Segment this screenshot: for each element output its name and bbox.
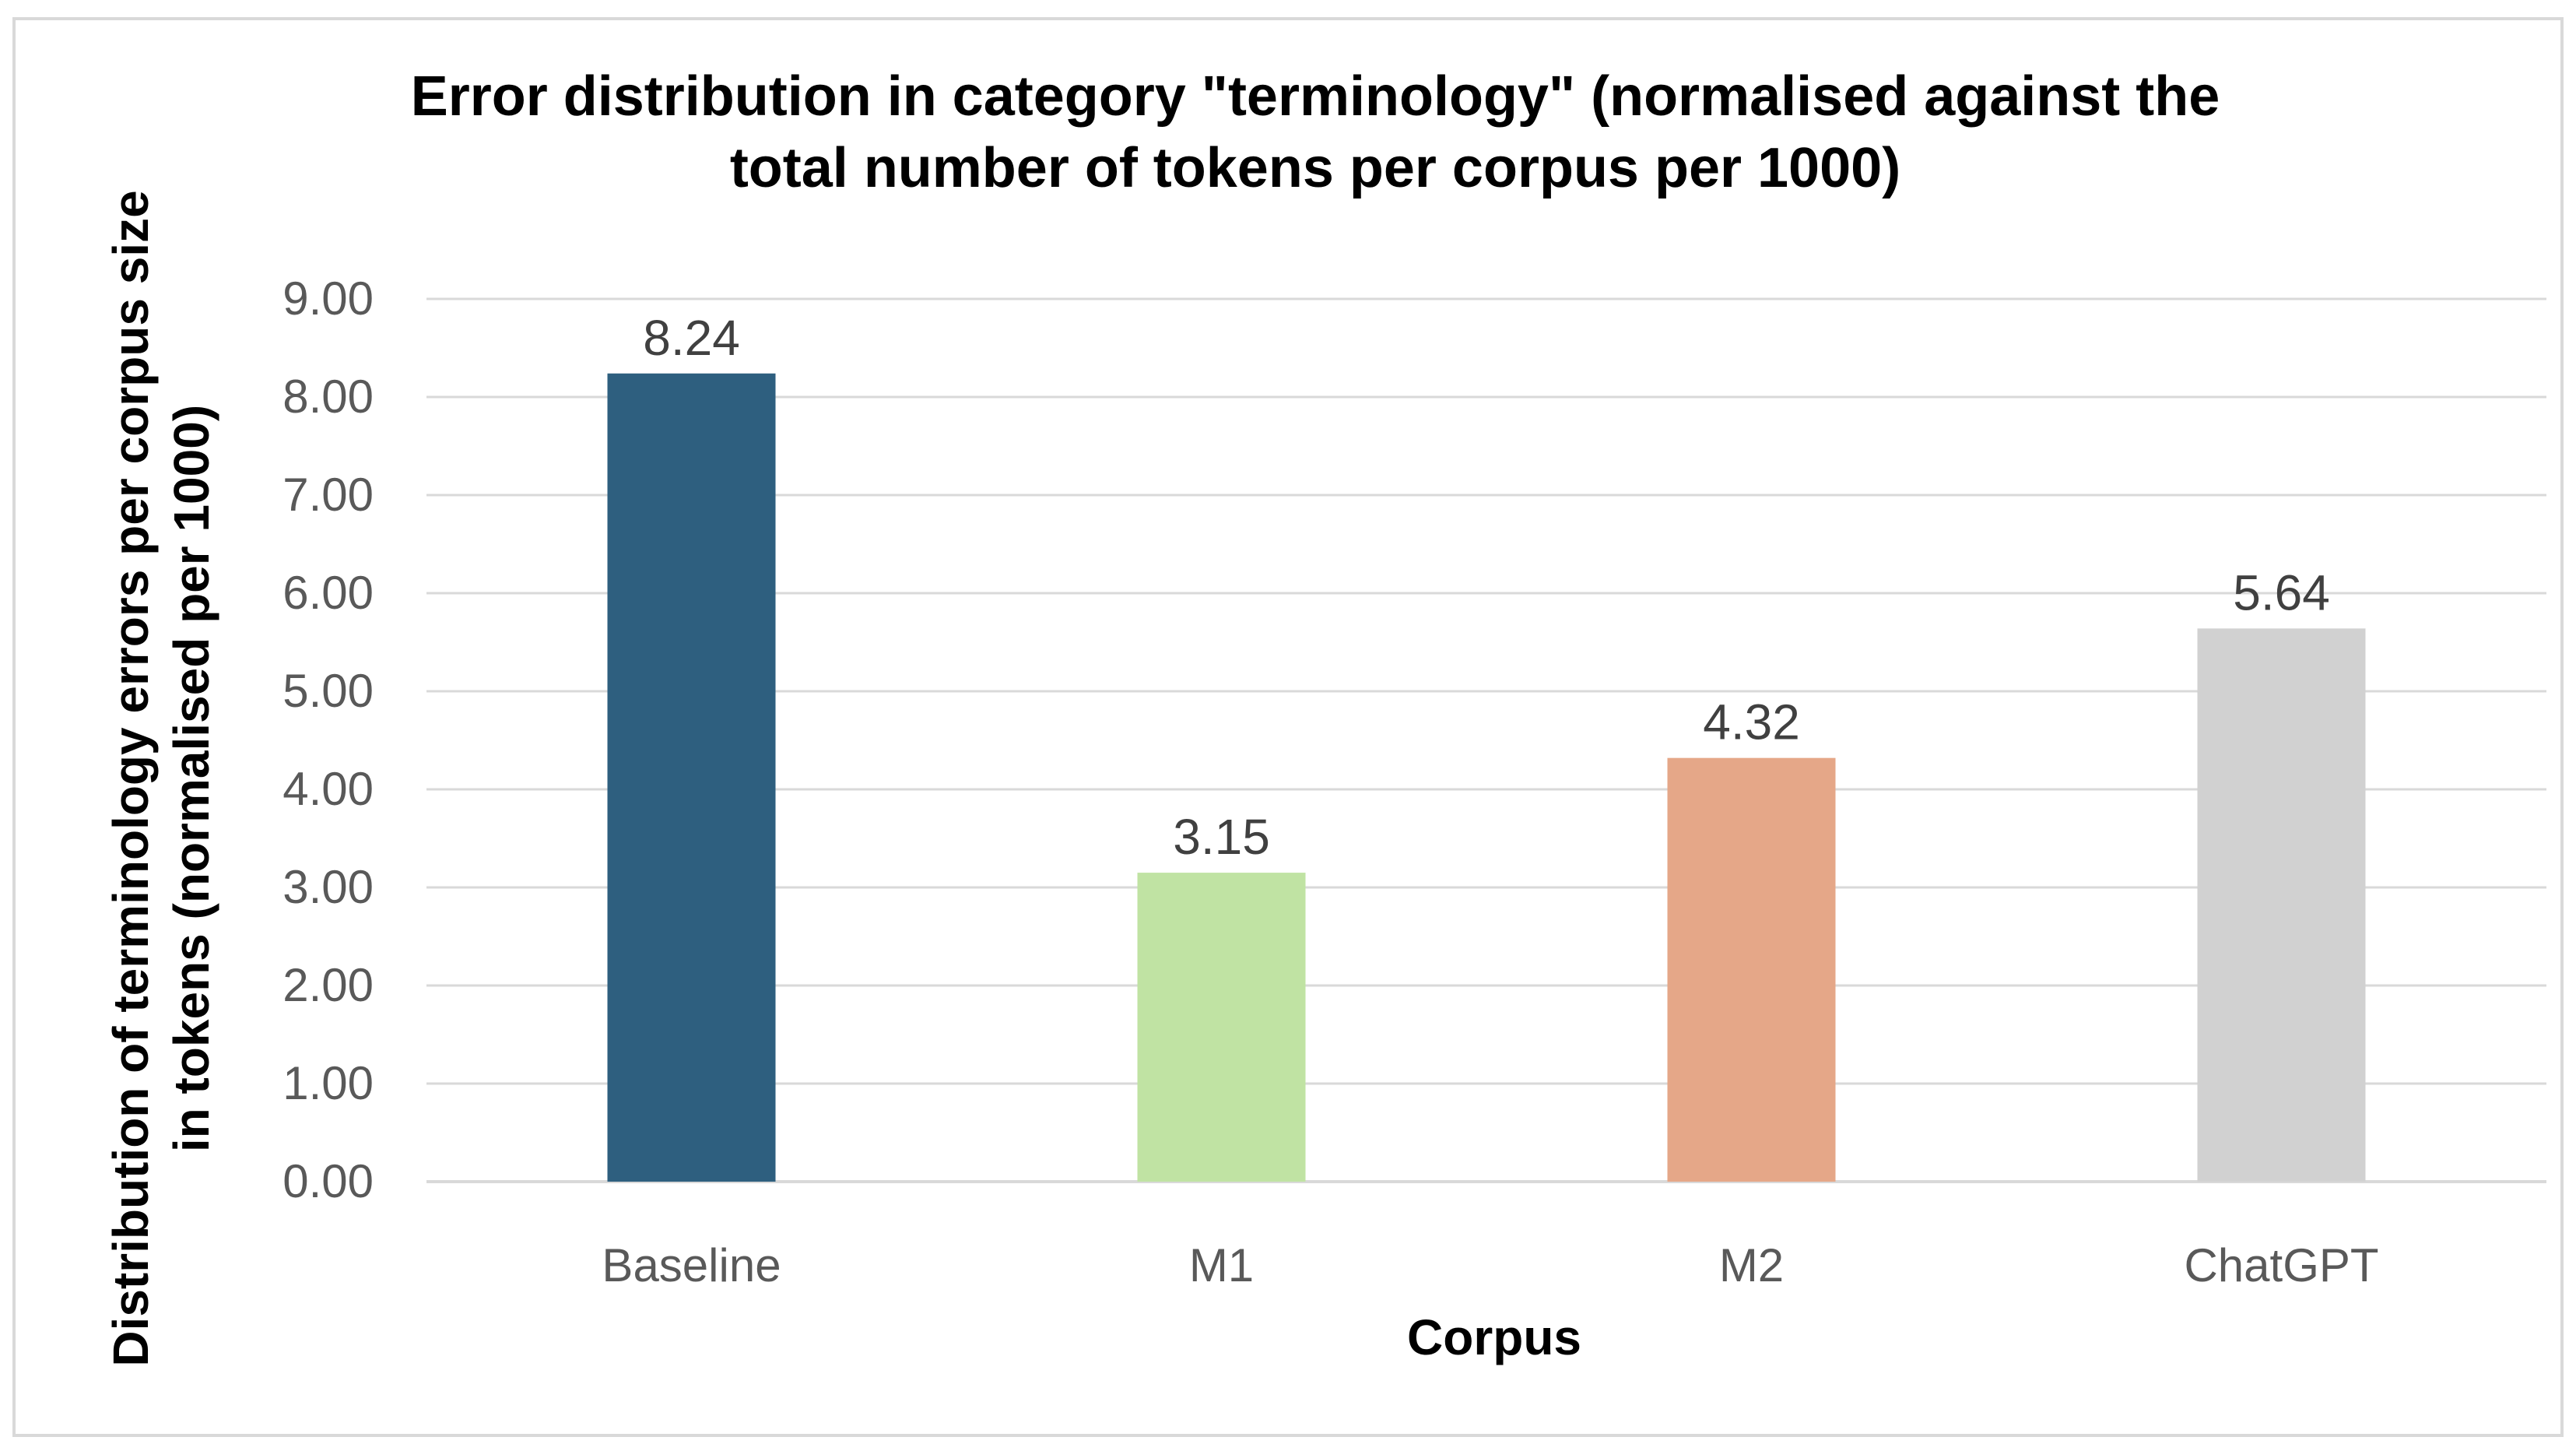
data-label-m1: 3.15 [1173,809,1270,865]
x-axis-ticks: Baseline M1 M2 ChatGPT [602,1239,2378,1291]
y-axis-title-line-1: Distribution of terminology errors per c… [103,190,159,1366]
y-tick-label: 6.00 [283,567,374,619]
y-tick-label: 4.00 [283,763,374,815]
y-tick-label: 0.00 [283,1155,374,1207]
chart-title-line-2: total number of tokens per corpus per 10… [730,137,1900,199]
bars [607,373,2366,1182]
y-tick-label: 9.00 [283,272,374,325]
data-label-chatgpt: 5.64 [2233,564,2330,620]
y-axis-ticks: 0.00 1.00 2.00 3.00 4.00 5.00 6.00 7.00 8.00 9.00 [283,272,374,1207]
x-axis-title: Corpus [1407,1309,1581,1365]
chart-title-line-1: Error distribution in category "terminol… [411,65,2220,128]
x-tick-label: Baseline [602,1239,781,1291]
bar-chatgpt [2197,628,2366,1182]
y-tick-label: 3.00 [283,861,374,913]
gridlines [426,297,2546,1183]
chart-border [12,17,2564,1437]
y-tick-label: 7.00 [283,469,374,521]
data-label-baseline: 8.24 [643,310,740,366]
y-axis-title-line-2: in tokens (normalised per 1000) [163,405,219,1152]
y-tick-label: 1.00 [283,1057,374,1109]
y-axis-title: Distribution of terminology errors per c… [103,190,219,1366]
data-label-m2: 4.32 [1703,694,1800,750]
bar-baseline [607,373,776,1182]
data-labels: 8.24 3.15 4.32 5.64 [643,310,2330,865]
bar-m2 [1667,757,1836,1182]
x-tick-label: M2 [1719,1239,1784,1291]
x-tick-label: M1 [1189,1239,1254,1291]
x-tick-label: ChatGPT [2184,1239,2378,1291]
y-tick-label: 8.00 [283,371,374,423]
y-tick-label: 5.00 [283,665,374,717]
bar-m1 [1137,873,1306,1182]
y-tick-label: 2.00 [283,959,374,1011]
